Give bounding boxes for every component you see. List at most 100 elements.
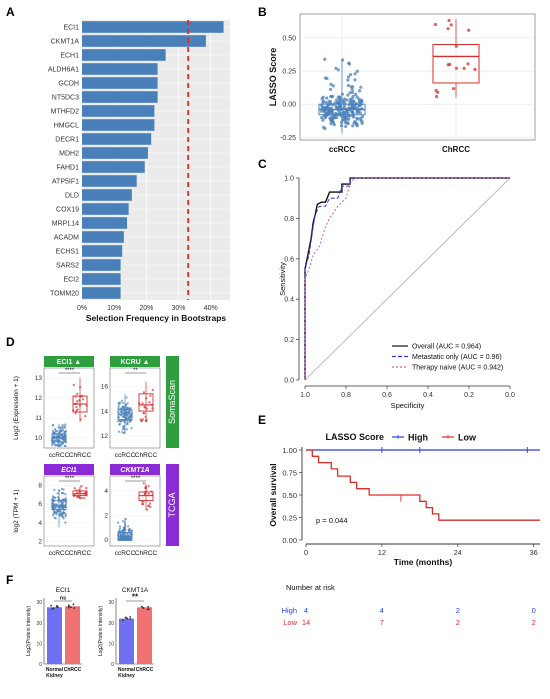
- data-point: [350, 87, 354, 92]
- category-label: ECHS1: [56, 249, 79, 256]
- legend-label: Overall (AUC = 0.964): [412, 344, 481, 351]
- data-point: [323, 57, 327, 61]
- x-category-label: ccRCC: [49, 452, 70, 459]
- box-chrcc: [432, 44, 480, 84]
- data-point: [328, 116, 332, 120]
- bar-mthfd2: [82, 105, 155, 117]
- data-point: [322, 109, 326, 113]
- data-point: [348, 100, 352, 104]
- bar-mrpl14: [82, 217, 128, 229]
- x-category-label: ChRCC: [135, 550, 158, 557]
- bar: [137, 607, 152, 664]
- y-tick-label: 0.2: [284, 337, 294, 344]
- data-point: [346, 75, 351, 79]
- x-tick-label: 24: [454, 548, 462, 557]
- data-point: [124, 403, 128, 406]
- data-point: [140, 419, 143, 423]
- data-point: [325, 96, 329, 100]
- data-point: [149, 502, 152, 505]
- data-point: [64, 514, 67, 517]
- data-point: [319, 109, 324, 113]
- data-point: [353, 105, 357, 109]
- panel-a-bar-chart: 0% 10% 20% 30% 40% ECI1 CKMT1A ECH1 ALDH6A1 GCDH N…: [48, 20, 230, 323]
- data-point: [129, 618, 132, 620]
- category-label: FAHD1: [56, 165, 79, 172]
- data-point: [127, 525, 130, 528]
- panel-c-roc-curve: 1.0 0.8 0.6 0.4 0.2 0.0 0.0 0.2 0.4 0.6 0.8 1.0 Spec…: [278, 176, 515, 411]
- data-point: [54, 429, 58, 432]
- data-point: [328, 87, 333, 91]
- data-point: [357, 89, 362, 93]
- bar-aldh6a1: [82, 63, 158, 75]
- plot-frame: [43, 475, 95, 547]
- significance-label: ****: [65, 476, 75, 482]
- x-tick-label: 0.6: [382, 392, 392, 399]
- data-point: [51, 608, 54, 611]
- significance-label: **: [132, 593, 139, 602]
- panel-letter-e: E: [258, 413, 266, 427]
- data-point: [149, 394, 152, 397]
- data-point: [62, 488, 65, 491]
- data-point: [347, 62, 352, 66]
- x-category-label: Normal: [118, 667, 136, 673]
- data-point: [52, 502, 55, 505]
- y-tick-label: 12: [101, 433, 109, 440]
- data-point: [339, 124, 344, 128]
- data-point: [334, 106, 339, 110]
- data-point: [454, 44, 458, 48]
- data-point: [449, 23, 453, 27]
- data-point: [128, 411, 131, 414]
- data-point: [346, 83, 351, 88]
- y-tick-label: 20: [36, 621, 42, 627]
- roc-line-2: [304, 177, 510, 380]
- roc-line-1: [304, 177, 510, 380]
- category-label: ECI2: [63, 277, 79, 284]
- data-point: [348, 91, 352, 95]
- data-point: [121, 520, 124, 523]
- x-category-label: ChRCC: [64, 667, 82, 673]
- plot-frame: [43, 367, 95, 449]
- y-axis-title-bottom: log2 (TPM + 1): [13, 489, 20, 532]
- data-point: [351, 111, 355, 115]
- x-category-label: Normal: [46, 667, 64, 673]
- data-point: [147, 605, 150, 608]
- bar-tomm20: [82, 287, 121, 299]
- data-point: [144, 415, 147, 418]
- data-point: [130, 427, 133, 430]
- data-point: [436, 90, 440, 94]
- data-point: [330, 95, 334, 99]
- data-point: [346, 78, 350, 82]
- data-point: [321, 118, 325, 122]
- y-tick-label: 4: [104, 488, 108, 495]
- legend-label: Low: [458, 433, 477, 443]
- data-point: [51, 514, 55, 517]
- data-point: [324, 100, 328, 105]
- y-tick-label: 0: [39, 662, 42, 668]
- data-point: [77, 495, 80, 498]
- data-point: [320, 103, 324, 108]
- bar-cox19: [82, 203, 129, 215]
- bar-ech1: [82, 49, 166, 61]
- category-label: TOMM20: [50, 291, 79, 298]
- x-category-label: ccRCC: [115, 550, 136, 557]
- data-point: [54, 439, 57, 442]
- data-point: [320, 116, 324, 120]
- y-tick-label: 6: [38, 501, 42, 508]
- data-point: [146, 608, 149, 611]
- risk-value: 2: [456, 606, 460, 615]
- data-point: [116, 521, 120, 524]
- data-point: [62, 506, 65, 509]
- risk-value: 7: [380, 618, 384, 627]
- data-point: [122, 619, 124, 622]
- data-point: [75, 406, 78, 409]
- x-axis-title: Selection Frequency in Bootstraps: [86, 313, 227, 323]
- x-tick-label: 0.8: [341, 392, 351, 399]
- data-point: [147, 505, 150, 508]
- data-point: [51, 429, 54, 432]
- data-point: [473, 67, 477, 72]
- y-tick-label: 2: [104, 512, 108, 519]
- data-point: [81, 398, 85, 401]
- y-tick-label: 0.6: [284, 256, 294, 263]
- y-tick-label: 0.4: [284, 297, 294, 304]
- plot-title: ECI1 ▲: [57, 359, 81, 366]
